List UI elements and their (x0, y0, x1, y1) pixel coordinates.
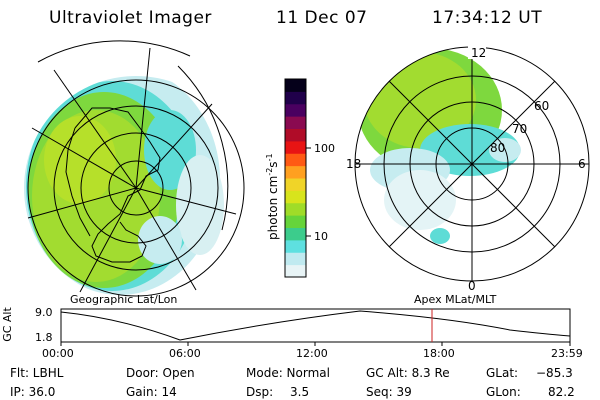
geographic-panel-label: Geographic Lat/Lon (70, 293, 178, 306)
mlt-label-bg (468, 43, 486, 59)
colorbar-swatch (285, 252, 306, 266)
colorbar-swatch (285, 128, 306, 142)
colorbar-swatch (285, 264, 306, 278)
status-dsp-label: Dsp: (246, 385, 274, 399)
status-glat-label: GLat: (486, 366, 519, 380)
colorbar-unit-label: photon cm-2s-1 (265, 153, 280, 240)
altitude-timeseries-frame (60, 308, 571, 343)
status-seq: Seq: 39 (366, 385, 412, 399)
mlt-label-top: 12 (471, 46, 486, 60)
timeseries-xtick-1: 06:00 (169, 347, 201, 360)
status-ip: IP: 36.0 (10, 385, 56, 399)
mlt-label-right: 6 (578, 157, 586, 171)
colorbar-swatch (285, 103, 306, 117)
status-glat-value: −85.3 (536, 366, 573, 380)
timeseries-ytick-bottom: 1.8 (35, 331, 53, 344)
status-gain: Gain: 14 (126, 385, 177, 399)
instrument-title: Ultraviolet Imager (49, 8, 212, 28)
colorbar-swatch (285, 153, 306, 167)
status-mode: Mode: Normal (246, 366, 330, 380)
lat-label-60: 60 (534, 99, 549, 113)
timeseries-xtick-0: 00:00 (42, 347, 74, 360)
status-door: Door: Open (126, 366, 195, 380)
lat-label-70: 70 (512, 122, 527, 136)
timeseries-ytick-top: 9.0 (35, 306, 53, 319)
colorbar-swatch (285, 116, 306, 130)
mlt-label-bottom: 0 (468, 279, 476, 293)
status-filter: Flt: LBHL (10, 366, 64, 380)
colorbar-swatch (285, 227, 306, 241)
timeseries-xtick-3: 18:00 (423, 347, 455, 360)
polar-panel-label: Apex MLat/MLT (414, 293, 497, 306)
colorbar-swatch (285, 165, 306, 179)
colorbar-swatch (285, 202, 306, 216)
timeseries-ylabel: GC Alt (0, 307, 14, 342)
polar-grid (354, 46, 590, 282)
lat-label-80: 80 (490, 141, 505, 155)
mlt-label-left: 18 (346, 157, 361, 171)
time-label: 17:34:12 UT (432, 8, 543, 28)
date-label: 11 Dec 07 (276, 8, 368, 28)
timeseries-xtick-4: 23:59 (551, 347, 583, 360)
colorbar-label-100: 100 (314, 142, 335, 155)
colorbar-swatch (285, 79, 306, 92)
colorbar-swatch (285, 215, 306, 229)
colorbar-label-10: 10 (314, 230, 328, 243)
status-glon-label: GLon: (486, 385, 521, 399)
colorbar-swatch (285, 190, 306, 204)
geographic-grid (27, 40, 245, 297)
status-dsp-value: 3.5 (290, 385, 310, 399)
colorbar-swatch (285, 239, 306, 253)
colorbar (285, 79, 306, 278)
colorbar-swatch (285, 91, 306, 105)
colorbar-frame (284, 78, 307, 278)
status-gc-alt: GC Alt: 8.3 Re (366, 366, 450, 380)
colorbar-swatch (285, 178, 306, 191)
altitude-curve (60, 310, 571, 341)
timeseries-xtick-2: 12:00 (296, 347, 328, 360)
status-glon-value: 82.2 (548, 385, 575, 399)
colorbar-swatch (285, 140, 306, 154)
